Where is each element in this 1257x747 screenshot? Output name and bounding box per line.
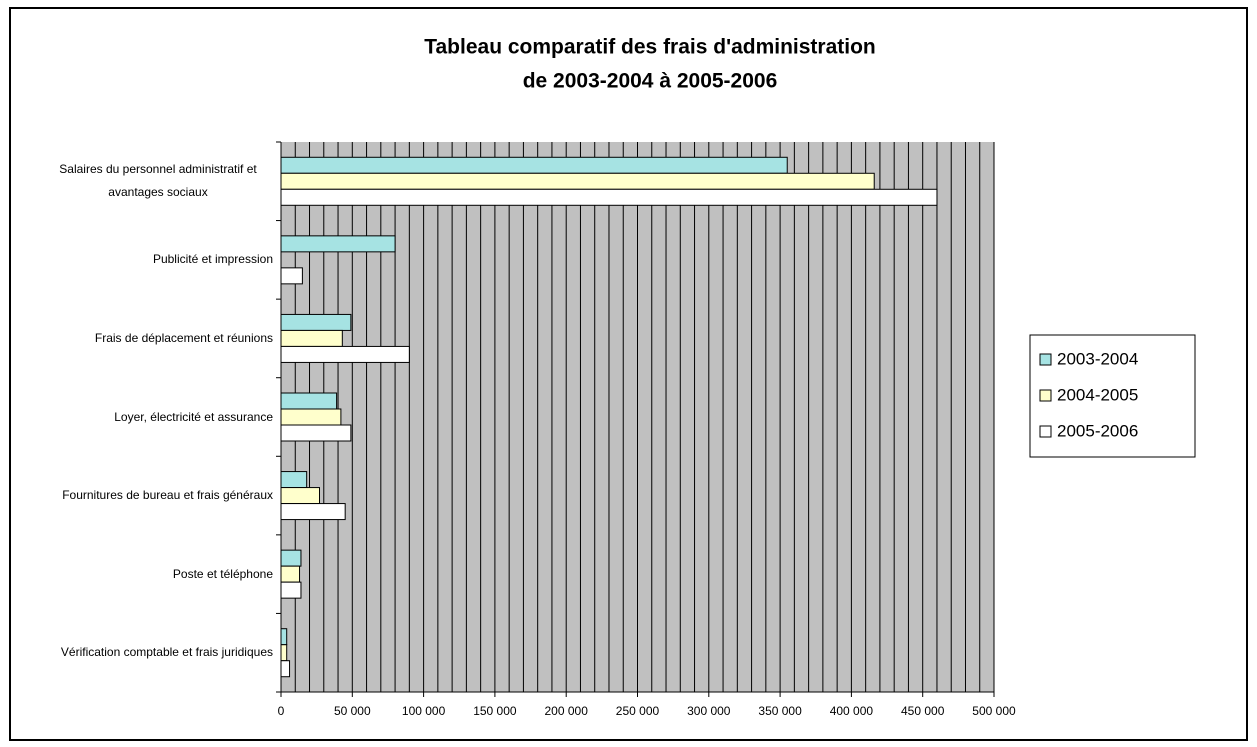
x-tick-label: 200 000: [545, 704, 589, 718]
bar: [280, 392, 338, 410]
y-tick-label: Poste et téléphone: [172, 566, 273, 581]
bar: [280, 549, 302, 567]
y-tick-label: Fournitures de bureau et frais généraux: [62, 488, 273, 503]
x-tick-label: 150 000: [473, 704, 517, 718]
bar: [280, 345, 410, 363]
bar: [280, 172, 875, 190]
bar: [280, 267, 303, 285]
bar: [280, 313, 352, 331]
x-tick-label: 400 000: [830, 704, 874, 718]
bar: [280, 235, 396, 253]
x-tick-label: 500 000: [972, 704, 1016, 718]
legend-label: 2005-2006: [1057, 421, 1138, 440]
bar: [280, 628, 288, 646]
x-tick-label: 300 000: [687, 704, 731, 718]
bar: [280, 471, 308, 489]
y-tick-label: Loyer, électricité et assurance: [114, 409, 273, 424]
x-tick-label: 250 000: [616, 704, 660, 718]
bar: [280, 644, 288, 662]
bar: [280, 581, 302, 599]
bar: [280, 156, 788, 174]
y-tick-label: Frais de déplacement et réunions: [94, 330, 273, 345]
legend-box: [1029, 334, 1196, 458]
legend-swatch: [1039, 353, 1052, 366]
bar: [280, 660, 291, 678]
y-tick-label: Salaires du personnel administratif et a…: [59, 162, 257, 200]
bar: [280, 503, 346, 521]
x-tick-label: 350 000: [758, 704, 802, 718]
x-tick-label: 100 000: [402, 704, 446, 718]
x-tick-label: 50 000: [334, 704, 371, 718]
bar: [280, 329, 343, 347]
bar: [280, 487, 321, 505]
y-tick-label: Vérification comptable et frais juridiqu…: [60, 645, 273, 660]
x-tick-label: 450 000: [901, 704, 945, 718]
legend-swatch: [1039, 389, 1052, 402]
legend-label: 2004-2005: [1057, 385, 1138, 404]
bar: [280, 188, 938, 206]
x-tick-label: 0: [278, 704, 285, 718]
legend-label: 2003-2004: [1057, 349, 1138, 368]
y-tick-label: Publicité et impression: [152, 252, 273, 267]
bar: [280, 424, 352, 442]
bar: [280, 565, 301, 583]
bar: [280, 408, 342, 426]
chart-title: Tableau comparatif des frais d'administr…: [424, 36, 876, 59]
chart-title: de 2003-2004 à 2005-2006: [523, 70, 778, 93]
legend-swatch: [1039, 425, 1052, 438]
